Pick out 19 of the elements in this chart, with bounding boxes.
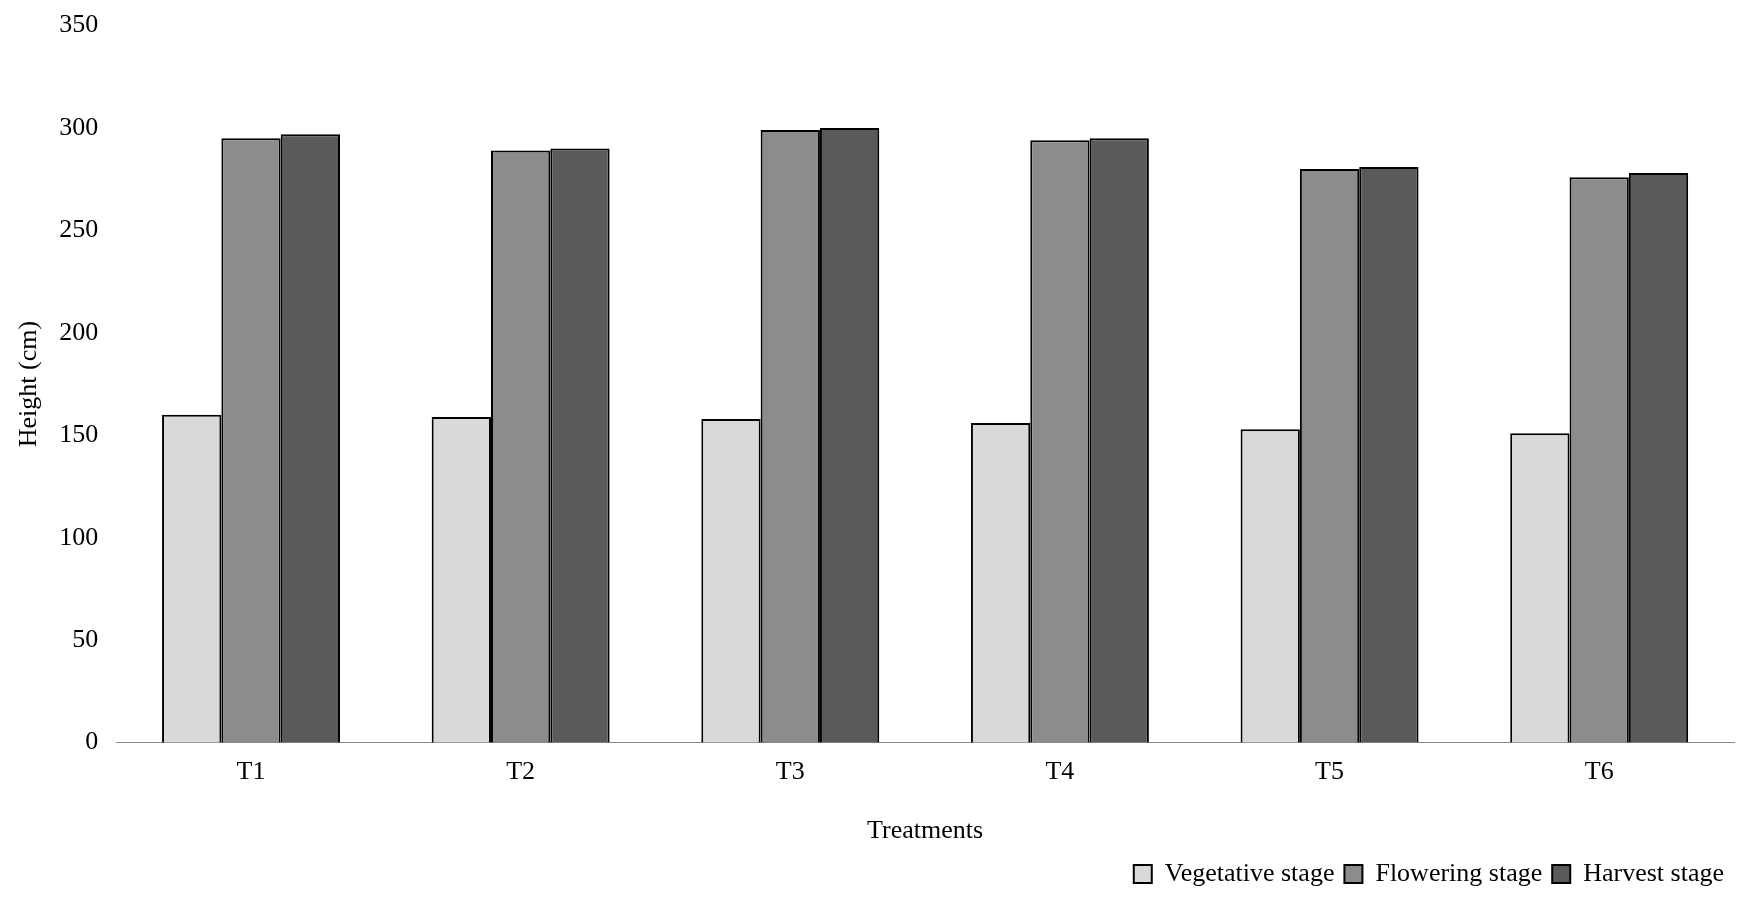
legend-label: Harvest stage — [1583, 857, 1724, 887]
y-tick-label: 0 — [85, 726, 99, 756]
x-tick-label: T5 — [1315, 756, 1344, 786]
y-tick-label: 100 — [59, 521, 99, 551]
legend-label: Vegetative stage — [1164, 857, 1335, 887]
y-tick-label: 150 — [59, 419, 99, 449]
x-tick-label: T2 — [506, 756, 536, 786]
x-axis-title: Treatments — [867, 815, 984, 845]
x-tick-label: T6 — [1584, 756, 1614, 786]
y-tick-label: 50 — [72, 624, 99, 653]
y-tick-label: 200 — [59, 316, 99, 346]
x-tick-label: T1 — [236, 756, 266, 786]
y-axis-title: Height (cm) — [13, 320, 43, 448]
y-tick-label: 300 — [59, 111, 99, 141]
x-tick-label: T3 — [775, 756, 805, 786]
y-tick-label: 250 — [59, 214, 99, 244]
x-tick-label: T4 — [1045, 756, 1075, 786]
legend-label: Flowering stage — [1375, 857, 1543, 887]
y-tick-label: 350 — [59, 9, 99, 39]
